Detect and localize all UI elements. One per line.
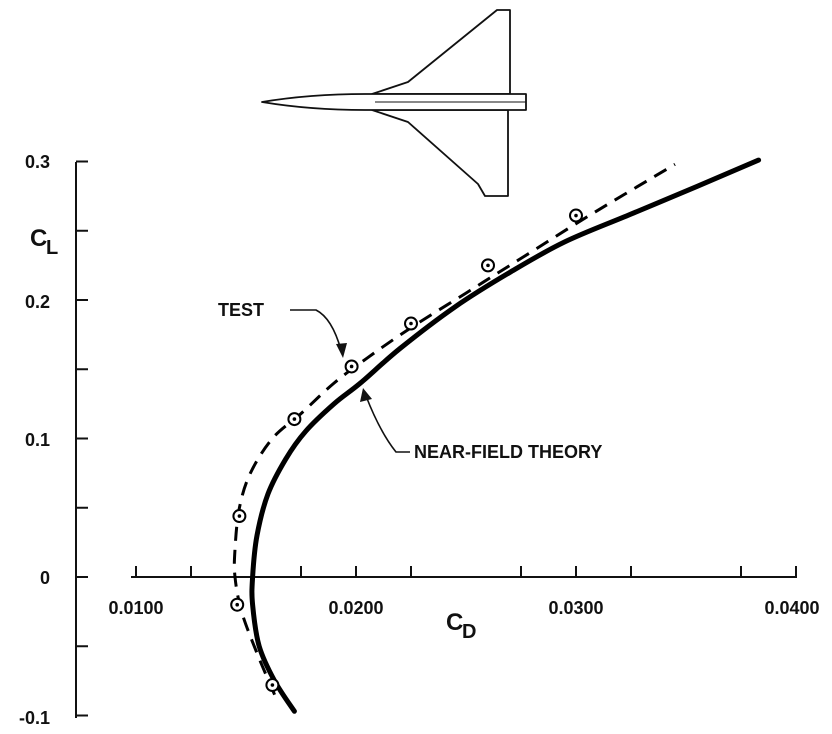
x-tick-label-0.0200: 0.0200 [328,598,383,618]
test-data-point [287,412,302,427]
x-tick-label-0.0300: 0.0300 [548,598,603,618]
svg-text:C: C [446,609,463,636]
x-tick-label-0.0400: 0.0400 [764,598,819,618]
y-axis-title: C L [30,225,58,259]
test-data-point [481,258,495,273]
y-tick-label-0: 0 [40,568,50,588]
annotation-theory-leader [365,395,410,453]
annotation-test-leader [290,309,342,351]
x-tick-label-0.0100: 0.0100 [108,598,163,618]
x-axis-title: C D [446,609,476,643]
y-tick-label-0.1: 0.1 [25,430,50,450]
test-data-point [265,678,280,693]
test-data-point [569,208,583,223]
test-data-point [344,359,359,374]
near-field-theory-line [249,157,762,714]
test-data-point [404,316,418,331]
annotation-near-field-theory-label: NEAR-FIELD THEORY [414,442,602,462]
annotation-test-label: TEST [218,300,264,320]
annotation-test-arrowhead [336,343,347,358]
svg-text:L: L [46,237,58,259]
test-data-point [232,509,247,524]
svg-text:D: D [462,621,476,643]
y-tick-label-neg-0.1: -0.1 [19,708,50,728]
svg-text:C: C [30,225,47,252]
y-tick-label-0.2: 0.2 [25,292,50,312]
test-data-point [230,597,245,612]
annotation-theory-arrowhead [360,388,372,402]
delta-wing-aircraft-planform-icon [261,9,527,197]
y-tick-label-0.3: 0.3 [25,152,50,172]
test-data-points [230,208,583,693]
